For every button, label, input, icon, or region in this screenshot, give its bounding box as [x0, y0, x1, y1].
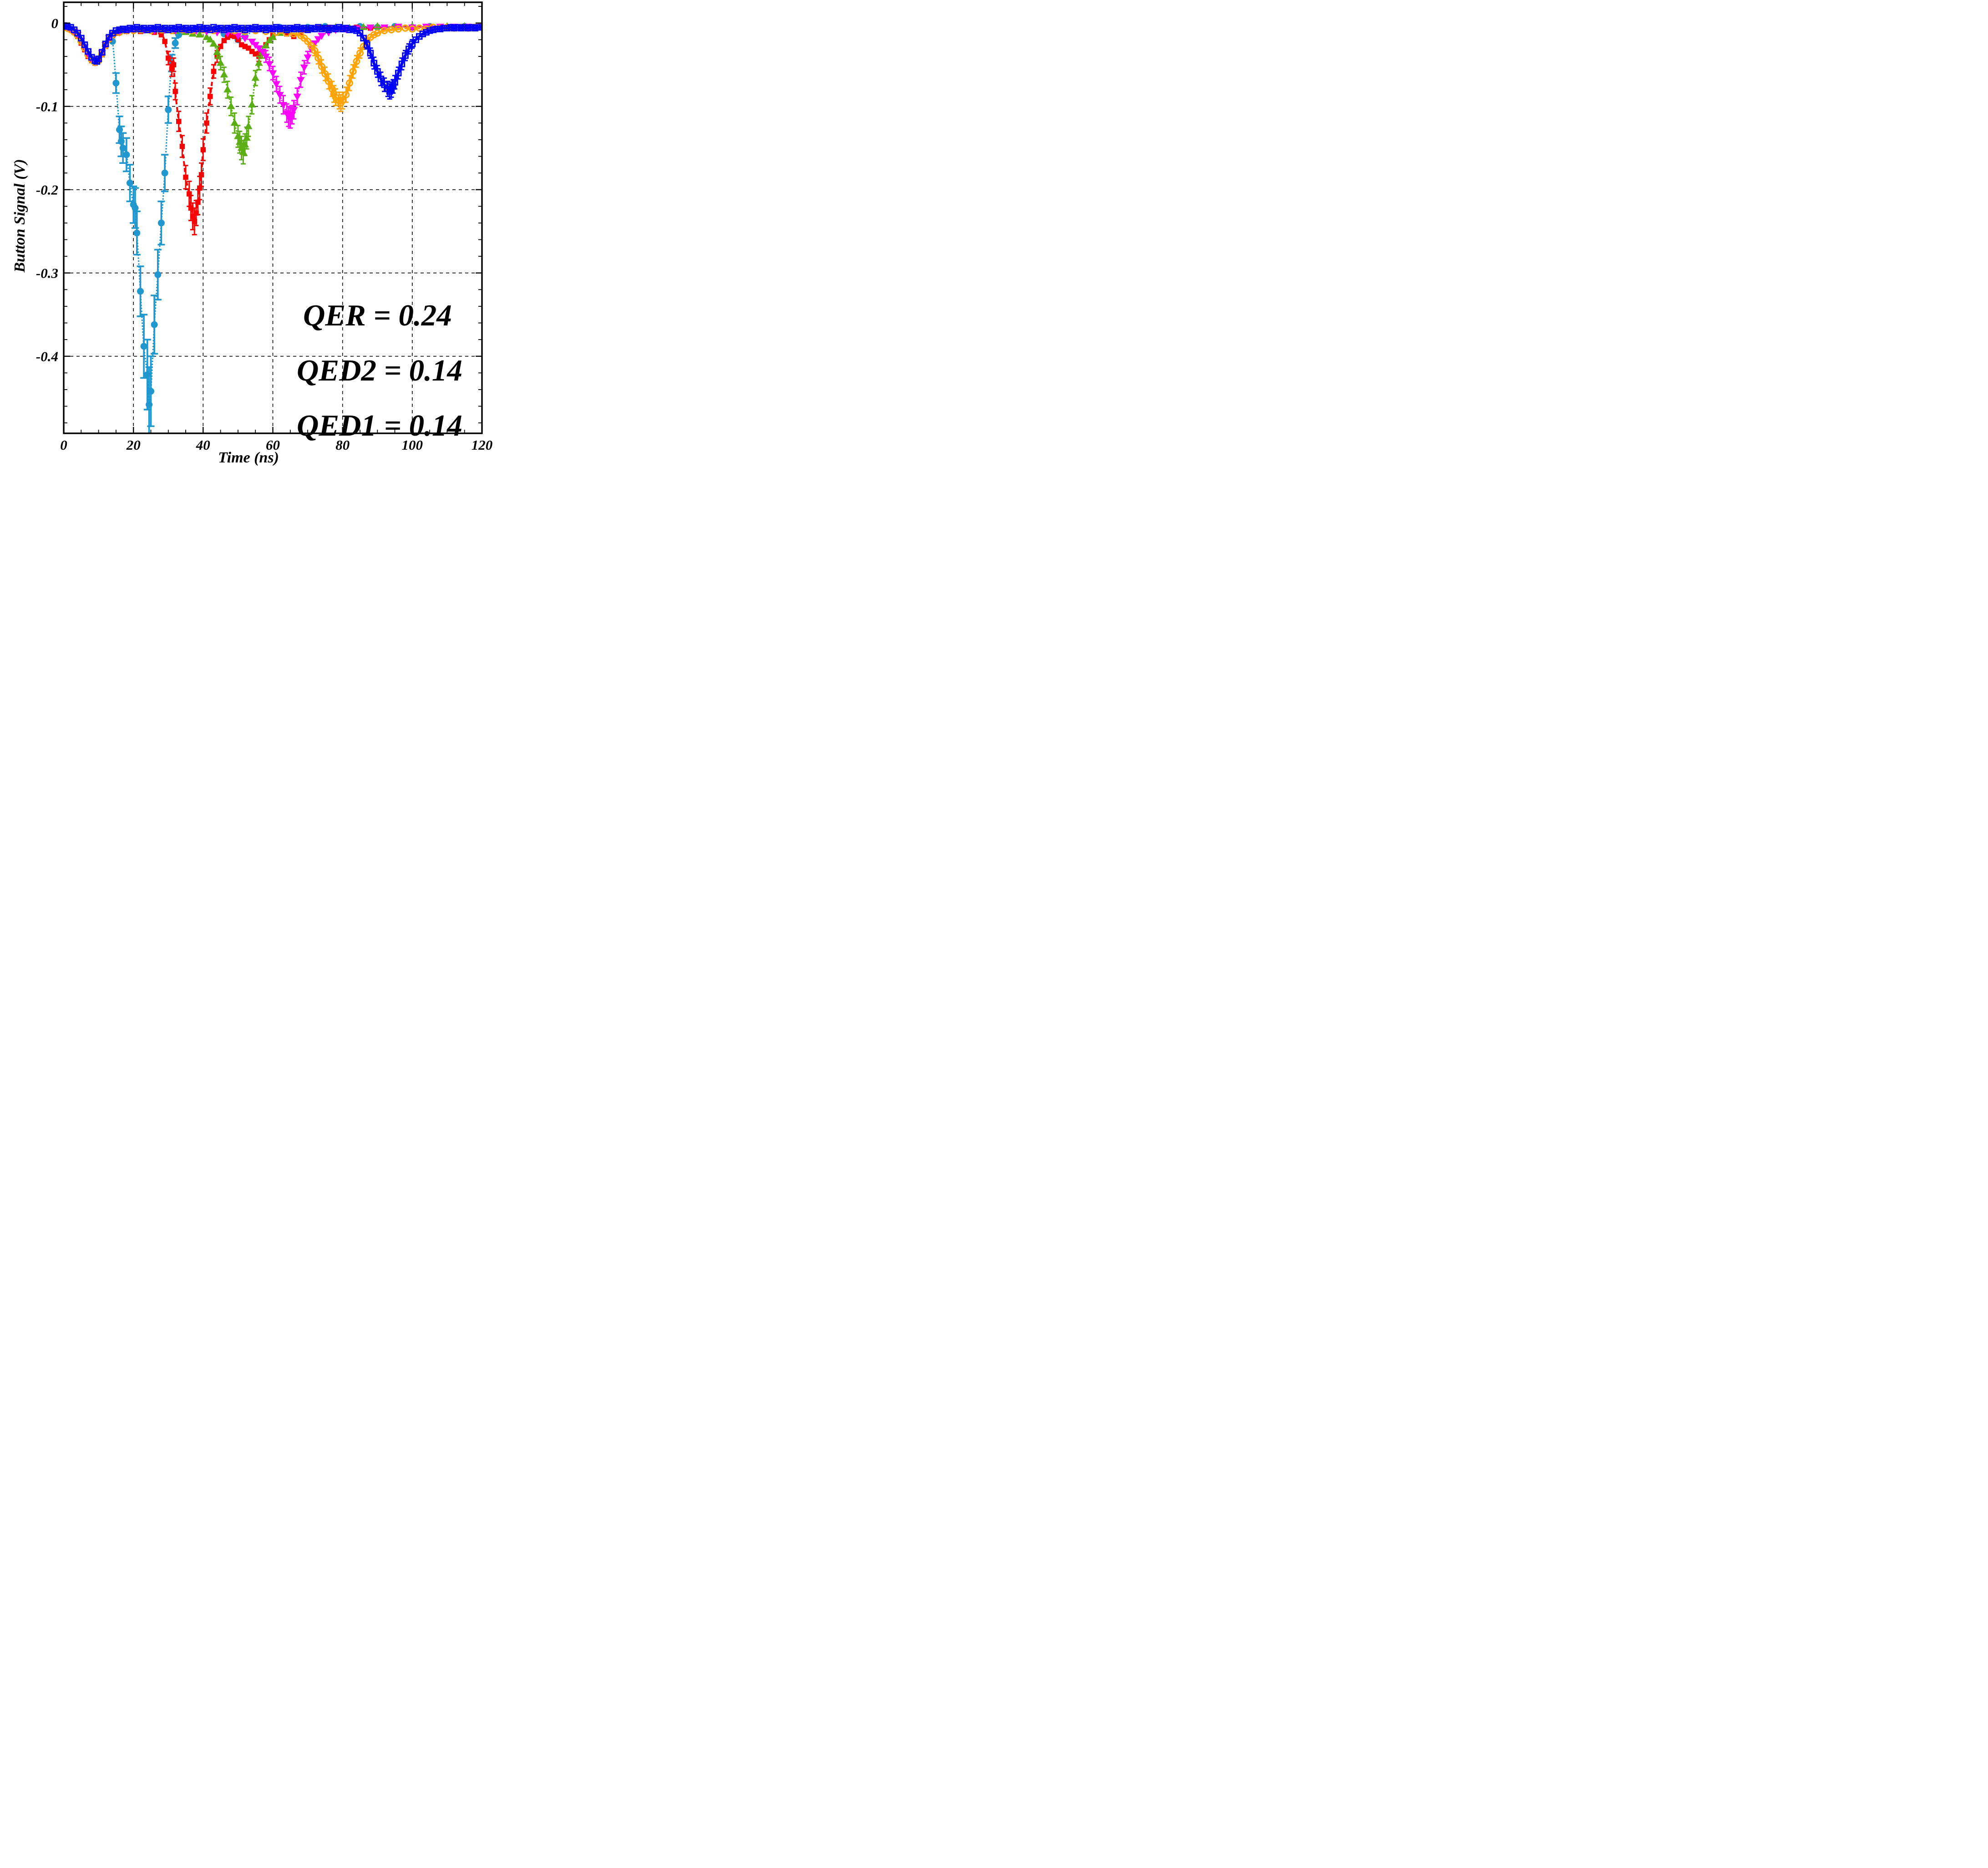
- x-tick-label: 120: [472, 437, 493, 453]
- signal-vs-time-chart: 0 20 40 60 80 100 120 0 -0.1 -0.2 -0.3 -0.4: [36, 1, 492, 453]
- button-signal-figure: 0 20 40 60 80 100 120 0 -0.1 -0.2 -0.3 -0.4 QER = 0…: [0, 0, 497, 467]
- x-tick-label: 60: [266, 437, 280, 453]
- x-tick-label: 40: [196, 437, 210, 453]
- x-axis-title: Time (ns): [218, 449, 279, 466]
- axis-ticks: [63, 2, 483, 433]
- y-tick-label: -0.1: [36, 99, 58, 115]
- x-tick-label: 0: [60, 437, 67, 453]
- fit-parameters-annotation: QER = 0.24 QED2 = 0.14 QED1 = 0.14: [297, 288, 462, 453]
- annotation-line-qer: QER = 0.24: [303, 299, 452, 332]
- y-tick-label: 0: [51, 15, 59, 31]
- x-tick-label: 20: [126, 437, 141, 453]
- series-blue-open-squares: [64, 22, 482, 100]
- x-tick-label: 100: [402, 437, 423, 453]
- y-tick-label: -0.2: [36, 182, 58, 198]
- annotation-line-qed2: QED2 = 0.14: [297, 354, 462, 387]
- y-tick-label: -0.3: [36, 265, 58, 281]
- y-tick-label: -0.4: [36, 349, 58, 365]
- tick-labels: 0 20 40 60 80 100 120 0 -0.1 -0.2 -0.3 -0.4: [36, 15, 492, 453]
- x-tick-label: 80: [335, 437, 350, 453]
- y-axis-title: Button Signal (V): [11, 159, 28, 273]
- series-orange-open-circles: [64, 23, 482, 112]
- annotation-line-qed1: QED1 = 0.14: [297, 409, 462, 442]
